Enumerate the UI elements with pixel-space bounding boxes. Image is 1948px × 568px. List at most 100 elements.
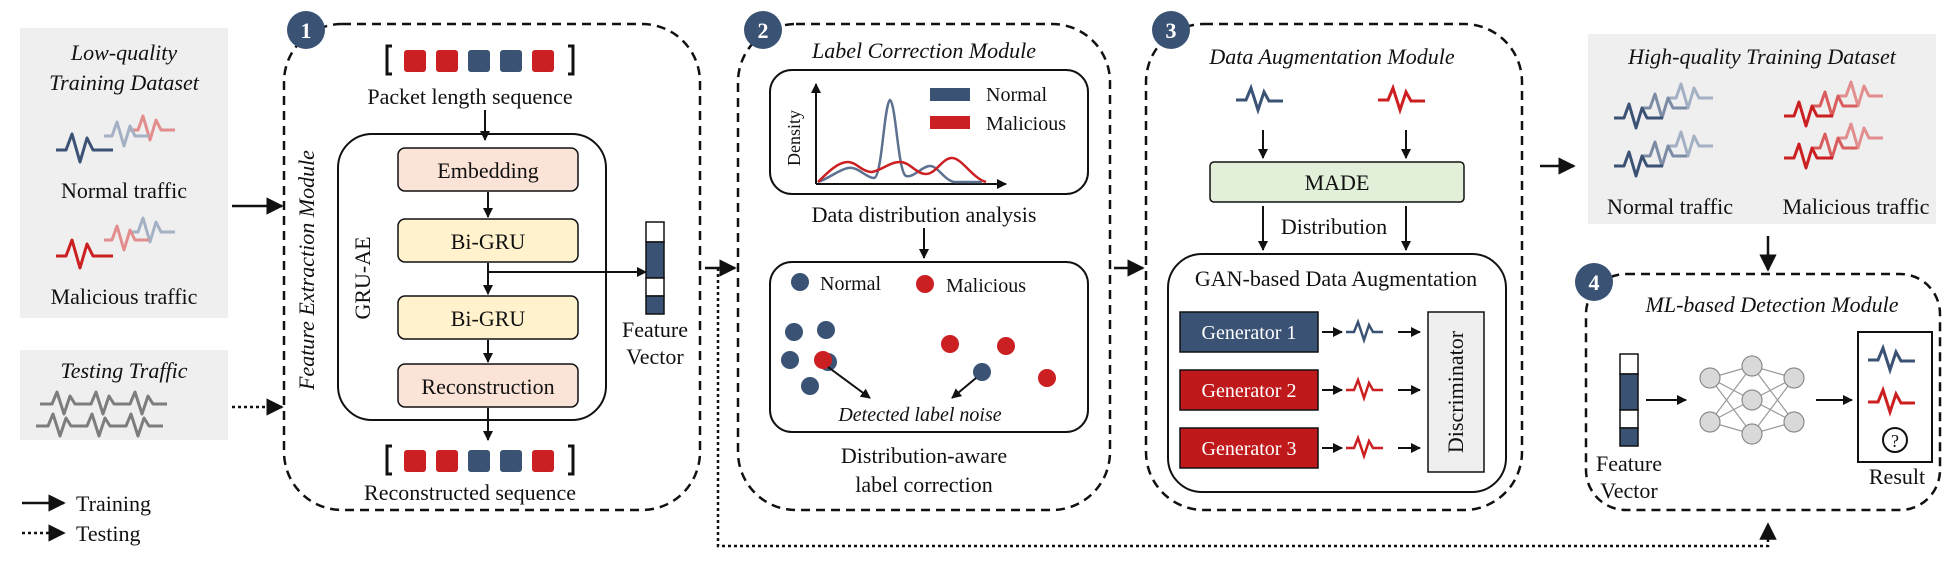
packet-length-sequence: [385, 44, 575, 76]
reconstructed-sequence-label: Reconstructed sequence: [364, 480, 576, 505]
reconstructed-cell: [468, 450, 490, 472]
label-correction-caption-2: label correction: [855, 472, 992, 497]
neural-network-icon: [1699, 355, 1805, 445]
feature-vector-label-2: Vector: [626, 344, 684, 369]
detected-label-noise-caption: Detected label noise: [837, 404, 1001, 426]
output-malicious-traffic-label: Malicious traffic: [1783, 194, 1930, 219]
module2-badge: 2: [744, 11, 782, 49]
label-correction-caption-1: Distribution-aware: [841, 443, 1007, 468]
output-normal-traffic-label: Normal traffic: [1607, 194, 1733, 219]
legend-training: Training: [76, 491, 151, 516]
detection-module: 4 ML-based Detection Module Feature Vect…: [1575, 263, 1942, 512]
feature-vector-icon-2: [1619, 353, 1639, 447]
unknown-result-icon: [1882, 427, 1908, 453]
packet-cell: [532, 50, 554, 72]
low-quality-title-line1: Low-quality: [70, 40, 178, 65]
malicious-traffic-wave-icons: [56, 216, 175, 270]
bigru-label-1: Bi-GRU: [451, 229, 526, 254]
data-augmentation-module: 3 Data Augmentation Module MADE Distribu…: [1144, 11, 1524, 512]
bigru-block-1: [397, 218, 579, 263]
module4-badge: 4: [1575, 263, 1613, 301]
embedding-block: [397, 147, 579, 192]
distribution-analysis-caption: Data distribution analysis: [812, 202, 1037, 227]
normal-wave-icon: [1236, 83, 1283, 115]
result-label: Result: [1869, 464, 1925, 489]
malicious-traffic-label: Malicious traffic: [51, 284, 198, 309]
label-noise-scatter: Normal Malicious Detected label noise: [781, 273, 1056, 426]
scatter-legend-malicious: Malicious: [946, 275, 1026, 297]
embedding-label: Embedding: [437, 158, 538, 183]
packet-cell: [436, 50, 458, 72]
reconstructed-cell: [404, 450, 426, 472]
normal-traffic-wave-icons: [56, 114, 175, 164]
feature-vector-icon: [645, 221, 665, 315]
generator-1-label: Generator 1: [1202, 322, 1297, 344]
reconstructed-cell: [436, 450, 458, 472]
unknown-result-mark: ?: [1891, 431, 1899, 451]
low-quality-title-line2: Training Dataset: [49, 70, 200, 95]
svg-text:4: 4: [1589, 270, 1600, 295]
feature-extraction-module: 1 Feature Extraction Module Packet lengt…: [282, 11, 702, 512]
testing-traffic-wave-icons: [36, 390, 167, 438]
reconstructed-cell: [500, 450, 522, 472]
generator-3-label: Generator 3: [1202, 438, 1297, 460]
svg-text:3: 3: [1166, 18, 1177, 43]
gru-ae-label: GRU-AE: [350, 236, 375, 319]
discriminator-label: Discriminator: [1443, 330, 1468, 453]
reconstruction-block: [397, 363, 579, 408]
density-legend-normal: Normal: [986, 84, 1048, 106]
made-label: MADE: [1305, 170, 1370, 195]
testing-traffic-panel: Testing Traffic: [20, 350, 228, 440]
high-quality-title: High-quality Training Dataset: [1627, 44, 1897, 69]
density-plot: Density Normal Malicious: [784, 83, 1066, 189]
packet-cell: [500, 50, 522, 72]
normal-traffic-label: Normal traffic: [61, 178, 187, 203]
malicious-wave-icon: [1378, 83, 1425, 115]
high-quality-normal-wave-icons: [1614, 82, 1713, 178]
gan-box: [1167, 253, 1507, 493]
density-legend-malicious: Malicious: [986, 113, 1066, 135]
density-axis-label: Density: [784, 110, 804, 166]
packet-cell: [468, 50, 490, 72]
generator-2-label: Generator 2: [1202, 380, 1297, 402]
generated-malicious-wave-icon-2: [1346, 434, 1383, 460]
detection-feature-vector-label-1: Feature: [1596, 451, 1662, 476]
bigru-label-2: Bi-GRU: [451, 306, 526, 331]
legend: Training Testing: [22, 491, 151, 546]
legend-testing: Testing: [76, 521, 140, 546]
high-quality-malicious-wave-icons: [1784, 80, 1883, 170]
generator-3-block: [1179, 427, 1319, 469]
detection-module-title: ML-based Detection Module: [1645, 292, 1899, 317]
testing-traffic-title: Testing Traffic: [61, 358, 188, 383]
module1-badge: 1: [287, 11, 325, 49]
scatter-legend-normal: Normal: [820, 273, 882, 295]
svg-text:2: 2: [758, 18, 769, 43]
low-quality-dataset-panel: Low-quality Training Dataset Normal traf…: [20, 28, 228, 318]
packet-length-sequence-label: Packet length sequence: [367, 84, 572, 109]
gan-title: GAN-based Data Augmentation: [1195, 266, 1477, 291]
high-quality-dataset-panel: High-quality Training Dataset Normal tra…: [1588, 34, 1936, 224]
svg-text:1: 1: [301, 18, 312, 43]
made-block: [1209, 161, 1465, 203]
feature-extraction-title: Feature Extraction Module: [294, 150, 319, 391]
reconstructed-cell: [532, 450, 554, 472]
module3-badge: 3: [1152, 11, 1190, 49]
bigru-block-2: [397, 295, 579, 340]
distribution-label: Distribution: [1281, 214, 1387, 239]
generated-normal-wave-icon: [1346, 318, 1383, 344]
feature-vector-label-1: Feature: [622, 317, 688, 342]
discriminator-block: [1427, 311, 1485, 473]
result-malicious-wave-icon: [1868, 385, 1915, 417]
reconstruction-label: Reconstruction: [421, 374, 554, 399]
generated-malicious-wave-icon: [1346, 376, 1383, 402]
data-augmentation-title: Data Augmentation Module: [1208, 44, 1454, 69]
generator-1-block: [1179, 311, 1319, 353]
packet-cell: [404, 50, 426, 72]
reconstructed-sequence: [385, 444, 575, 476]
detection-feature-vector-label-2: Vector: [1600, 478, 1658, 503]
generator-2-block: [1179, 369, 1319, 411]
label-correction-module: 2 Label Correction Module Density Normal…: [736, 11, 1112, 512]
testing-path-arrow: [716, 268, 1777, 548]
label-correction-title: Label Correction Module: [811, 38, 1036, 63]
